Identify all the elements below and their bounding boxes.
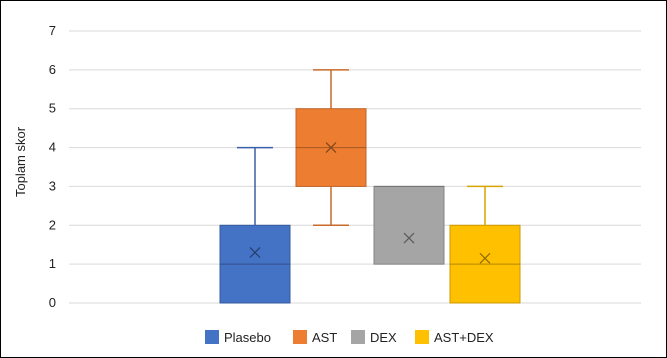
- y-tick-label: 2: [49, 217, 56, 232]
- legend-label: Plasebo: [224, 330, 271, 345]
- legend-swatch: [351, 330, 365, 344]
- box-dex: [373, 185, 445, 265]
- y-tick-label: 4: [49, 140, 56, 155]
- legend: Plasebo AST DEX AST+DEX: [205, 330, 494, 345]
- legend-label: AST+DEX: [434, 330, 494, 345]
- y-tick-label: 3: [49, 178, 56, 193]
- legend-label: AST: [312, 330, 337, 345]
- y-tick-label: 6: [49, 62, 56, 77]
- y-tick-label: 1: [49, 256, 56, 271]
- box-ast-dex: [449, 185, 521, 304]
- mean-marker: [479, 252, 491, 264]
- y-axis-ticks: 0 1 2 3 4 5 6 7: [49, 23, 56, 310]
- box-plot-series: [219, 69, 521, 304]
- y-tick-label: 5: [49, 101, 56, 116]
- legend-swatch: [205, 330, 219, 344]
- legend-swatch: [293, 330, 307, 344]
- legend-item-ast: AST: [293, 330, 337, 345]
- mean-marker: [325, 142, 337, 153]
- box-ast: [295, 69, 367, 227]
- y-axis-title: Toplam skor: [13, 126, 28, 197]
- box-plasebo: [219, 146, 291, 304]
- mean-marker: [403, 232, 415, 244]
- y-tick-label: 7: [49, 23, 56, 38]
- legend-item-ast-dex: AST+DEX: [415, 330, 494, 345]
- box-iqr: [373, 185, 445, 265]
- legend-swatch: [415, 330, 429, 344]
- legend-item-dex: DEX: [351, 330, 397, 345]
- legend-item-plasebo: Plasebo: [205, 330, 271, 345]
- legend-label: DEX: [370, 330, 397, 345]
- y-tick-label: 0: [49, 295, 56, 310]
- mean-marker: [249, 247, 261, 258]
